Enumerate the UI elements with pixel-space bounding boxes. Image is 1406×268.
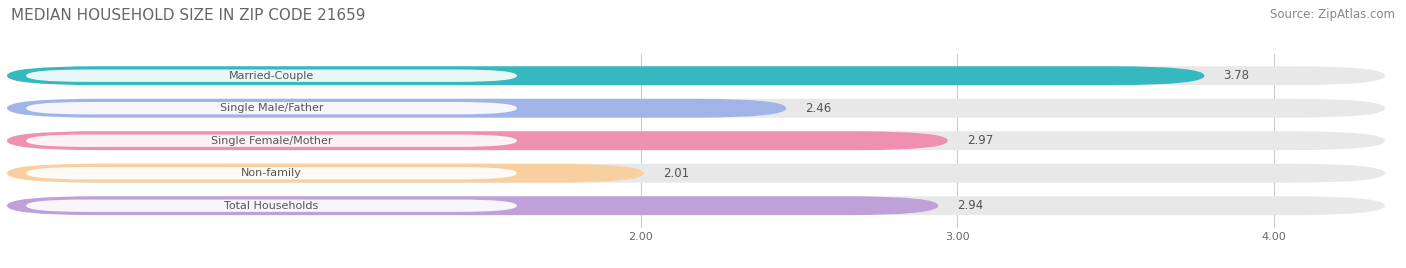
Text: 2.94: 2.94	[957, 199, 984, 212]
FancyBboxPatch shape	[7, 66, 1385, 85]
Text: Total Households: Total Households	[225, 201, 319, 211]
Text: Married-Couple: Married-Couple	[229, 71, 314, 81]
FancyBboxPatch shape	[7, 131, 948, 150]
FancyBboxPatch shape	[27, 69, 517, 82]
Text: MEDIAN HOUSEHOLD SIZE IN ZIP CODE 21659: MEDIAN HOUSEHOLD SIZE IN ZIP CODE 21659	[11, 8, 366, 23]
Text: Single Female/Mother: Single Female/Mother	[211, 136, 332, 146]
Text: 2.97: 2.97	[967, 134, 993, 147]
Text: Non-family: Non-family	[240, 168, 302, 178]
FancyBboxPatch shape	[27, 199, 517, 212]
FancyBboxPatch shape	[7, 164, 1385, 183]
FancyBboxPatch shape	[7, 99, 786, 118]
FancyBboxPatch shape	[7, 66, 1205, 85]
Text: 3.78: 3.78	[1223, 69, 1250, 82]
Text: Single Male/Father: Single Male/Father	[219, 103, 323, 113]
FancyBboxPatch shape	[27, 102, 517, 114]
FancyBboxPatch shape	[7, 196, 938, 215]
FancyBboxPatch shape	[7, 196, 1385, 215]
FancyBboxPatch shape	[27, 135, 517, 147]
FancyBboxPatch shape	[7, 164, 644, 183]
Text: 2.01: 2.01	[662, 167, 689, 180]
FancyBboxPatch shape	[7, 99, 1385, 118]
Text: 2.46: 2.46	[806, 102, 831, 115]
FancyBboxPatch shape	[7, 131, 1385, 150]
FancyBboxPatch shape	[27, 167, 517, 179]
Text: Source: ZipAtlas.com: Source: ZipAtlas.com	[1270, 8, 1395, 21]
